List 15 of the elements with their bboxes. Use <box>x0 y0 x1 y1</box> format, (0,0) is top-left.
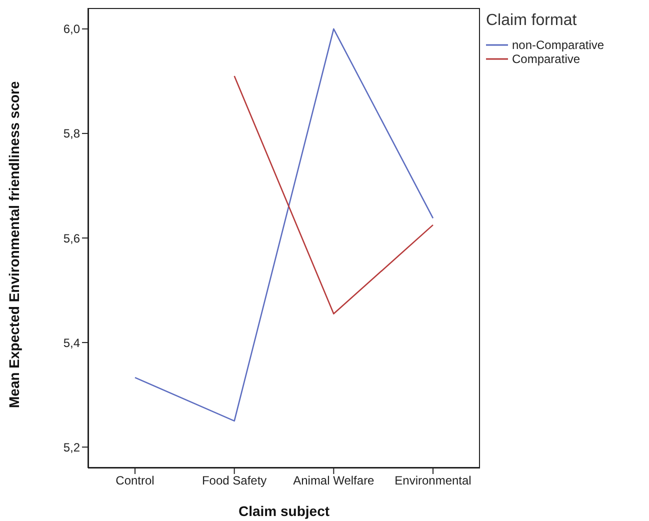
x-tick-label: Environmental <box>394 474 472 488</box>
legend-label: Comparative <box>511 52 582 66</box>
x-tick-label: Animal Welfare <box>293 474 375 488</box>
x-axis-title: Claim subject <box>238 503 330 519</box>
x-tick-label: Control <box>116 474 154 488</box>
x-tick-label: Food Safety <box>202 474 267 488</box>
legend-title: Claim format <box>486 12 578 30</box>
y-tick-label: 5,2 <box>63 440 80 454</box>
y-tick-label: 6,0 <box>63 22 80 36</box>
y-tick-label: 5,4 <box>63 336 80 350</box>
legend-label: non-Comparative <box>511 38 606 52</box>
y-axis-title: Mean Expected Environmental friendliness score <box>6 81 22 408</box>
y-tick-label: 5,8 <box>63 126 80 141</box>
line-series <box>134 28 434 422</box>
y-tick-label: 5,6 <box>63 231 80 246</box>
